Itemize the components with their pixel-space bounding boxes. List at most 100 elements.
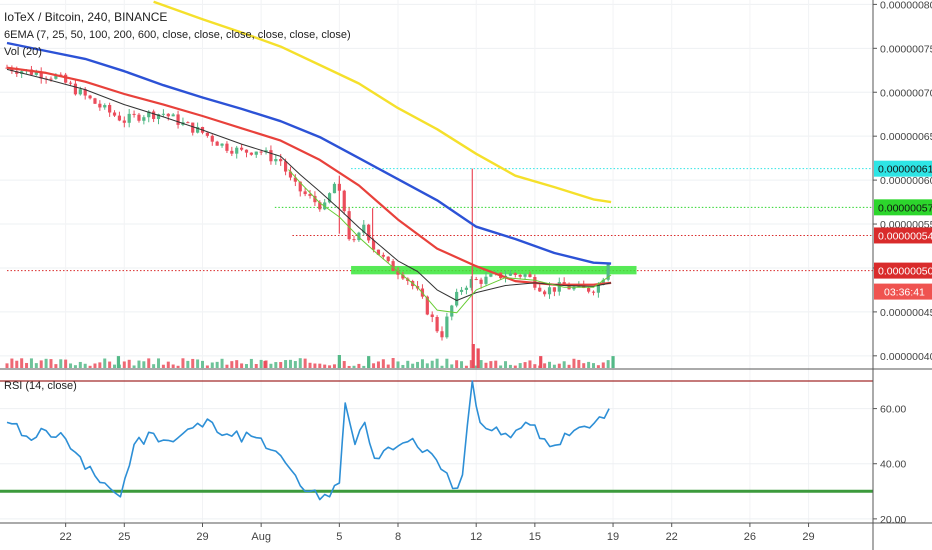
support-zone-rect[interactable] [351, 265, 637, 275]
candle-body[interactable] [332, 183, 337, 194]
candle-body[interactable] [88, 95, 92, 99]
candle-body[interactable] [298, 181, 302, 192]
candle-body[interactable] [293, 177, 297, 182]
candle-body[interactable] [15, 71, 19, 74]
candle-body[interactable] [205, 132, 209, 136]
candle-body[interactable] [235, 147, 239, 154]
candle-body[interactable] [445, 316, 449, 338]
candle-body[interactable] [347, 211, 351, 240]
candle-body[interactable] [357, 232, 361, 241]
rsi-pane[interactable] [0, 380, 873, 520]
candle-body[interactable] [244, 149, 249, 153]
candle-body[interactable] [54, 74, 58, 79]
candle-body[interactable] [508, 273, 513, 276]
candle-body[interactable] [283, 161, 288, 172]
candle-body[interactable] [49, 78, 53, 80]
candle-body[interactable] [122, 120, 126, 123]
candle-body[interactable] [318, 202, 322, 210]
candle-body[interactable] [215, 141, 219, 146]
candle-body[interactable] [147, 111, 151, 118]
candle-body[interactable] [469, 279, 473, 288]
candle-body[interactable] [386, 256, 390, 262]
candle-body[interactable] [108, 105, 112, 113]
candle-body[interactable] [450, 305, 454, 317]
candle-body[interactable] [225, 143, 229, 151]
candle-body[interactable] [342, 190, 346, 212]
candle-body[interactable] [29, 69, 34, 75]
candle-body[interactable] [64, 74, 68, 83]
candle-body[interactable] [381, 254, 385, 257]
candle-body[interactable] [166, 113, 170, 117]
candle-body[interactable] [93, 98, 97, 104]
candle-body[interactable] [518, 274, 522, 277]
candle-body[interactable] [435, 316, 439, 332]
candle-body[interactable] [543, 291, 547, 295]
candle-body[interactable] [455, 291, 459, 306]
candle-body[interactable] [161, 113, 165, 115]
candle-body[interactable] [220, 143, 224, 146]
candle-body[interactable] [196, 126, 200, 133]
candle-body[interactable] [269, 150, 273, 162]
candle-body[interactable] [78, 89, 82, 95]
candle-body[interactable] [479, 279, 483, 284]
candle-body[interactable] [308, 194, 312, 196]
candle-body[interactable] [513, 273, 517, 275]
candle-body[interactable] [489, 274, 493, 277]
candle-body[interactable] [230, 150, 234, 154]
candle-body[interactable] [39, 72, 43, 79]
candle-body[interactable] [523, 274, 527, 277]
candle-body[interactable] [152, 111, 156, 119]
candle-body[interactable] [474, 279, 478, 281]
price-pane[interactable] [0, 0, 873, 523]
rsi-indicator-label[interactable]: RSI (14, close) [4, 380, 77, 392]
candle-body[interactable] [240, 147, 244, 150]
ema-indicator-label[interactable]: 6EMA (7, 25, 50, 100, 200, 600, close, c… [4, 29, 351, 41]
candle-body[interactable] [83, 89, 87, 96]
candle-body[interactable] [371, 240, 376, 250]
candle-body[interactable] [601, 279, 605, 285]
candle-body[interactable] [459, 289, 464, 292]
candle-body[interactable] [591, 291, 596, 293]
candle-body[interactable] [587, 288, 591, 292]
candle-body[interactable] [171, 114, 175, 117]
candle-body[interactable] [137, 114, 141, 121]
candle-body[interactable] [156, 114, 161, 119]
candle-body[interactable] [186, 122, 190, 124]
candle-body[interactable] [352, 239, 356, 241]
candle-body[interactable] [572, 286, 576, 290]
candle-body[interactable] [274, 159, 278, 162]
candle-body[interactable] [73, 83, 78, 95]
candle-body[interactable] [68, 82, 73, 84]
candle-body[interactable] [327, 193, 332, 203]
candle-body[interactable] [249, 152, 253, 155]
candle-body[interactable] [425, 296, 429, 315]
candle-body[interactable] [464, 287, 469, 290]
candle-body[interactable] [396, 270, 400, 275]
candle-body[interactable] [606, 263, 610, 280]
candle-body[interactable] [362, 224, 366, 233]
candle-body[interactable] [376, 249, 381, 255]
candle-body[interactable] [430, 314, 434, 317]
volume-indicator-label[interactable]: Vol (20) [4, 46, 42, 58]
candle-body[interactable] [484, 276, 488, 284]
candle-body[interactable] [191, 122, 195, 133]
candle-body[interactable] [112, 112, 117, 116]
candle-body[interactable] [254, 151, 258, 155]
candle-body[interactable] [264, 150, 268, 153]
candle-body[interactable] [176, 114, 180, 125]
candle-body[interactable] [401, 274, 405, 279]
candle-body[interactable] [547, 287, 552, 295]
candle-body[interactable] [132, 113, 136, 115]
candle-body[interactable] [279, 159, 283, 162]
candle-body[interactable] [10, 67, 14, 72]
candle-body[interactable] [127, 113, 131, 123]
candle-body[interactable] [440, 331, 444, 338]
candle-body[interactable] [596, 284, 600, 293]
candle-body[interactable] [557, 282, 561, 292]
candle-body[interactable] [303, 191, 307, 195]
candle-body[interactable] [117, 115, 122, 121]
candle-body[interactable] [538, 287, 542, 292]
candle-body[interactable] [210, 135, 214, 142]
candle-body[interactable] [142, 117, 146, 121]
